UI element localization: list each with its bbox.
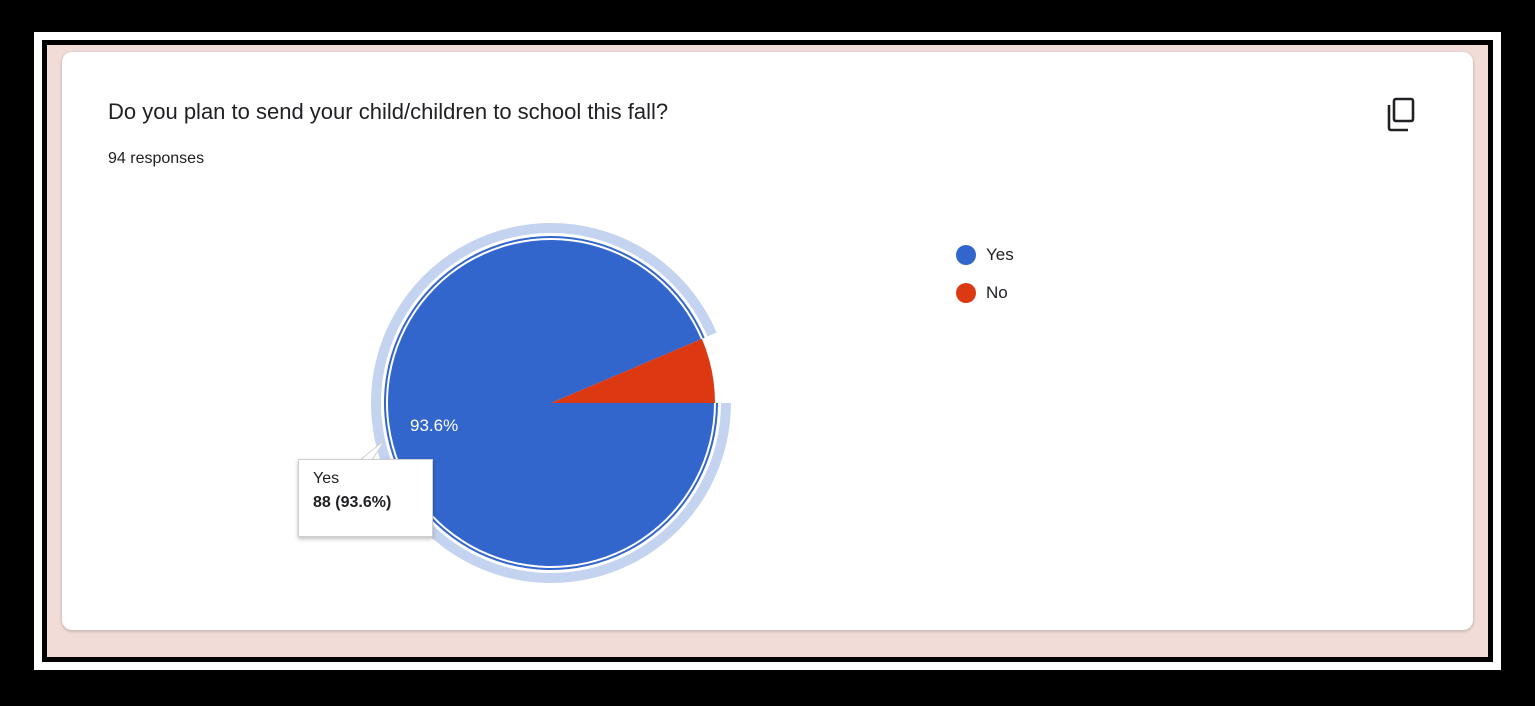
- slice-label-yes: 93.6%: [410, 416, 458, 435]
- copy-chart-button[interactable]: [1378, 92, 1424, 138]
- tooltip-value: 88 (93.6%): [313, 494, 392, 511]
- copy-icon: [1387, 97, 1415, 132]
- legend-swatch-yes: [956, 245, 976, 265]
- pie-slice-no[interactable]: [551, 338, 715, 403]
- legend-label-no: No: [986, 283, 1008, 302]
- question-title: Do you plan to send your child/children …: [108, 99, 669, 124]
- slice-tooltip: Yes 88 (93.6%): [298, 459, 433, 537]
- legend-item-yes[interactable]: Yes: [956, 236, 1014, 274]
- legend-item-no[interactable]: No: [956, 274, 1014, 312]
- chart-legend: Yes No: [956, 236, 1014, 312]
- tooltip-label: Yes: [313, 470, 340, 487]
- legend-swatch-no: [956, 283, 976, 303]
- legend-label-yes: Yes: [986, 245, 1014, 264]
- question-card: [62, 52, 1473, 630]
- responses-count: 94 responses: [108, 150, 205, 167]
